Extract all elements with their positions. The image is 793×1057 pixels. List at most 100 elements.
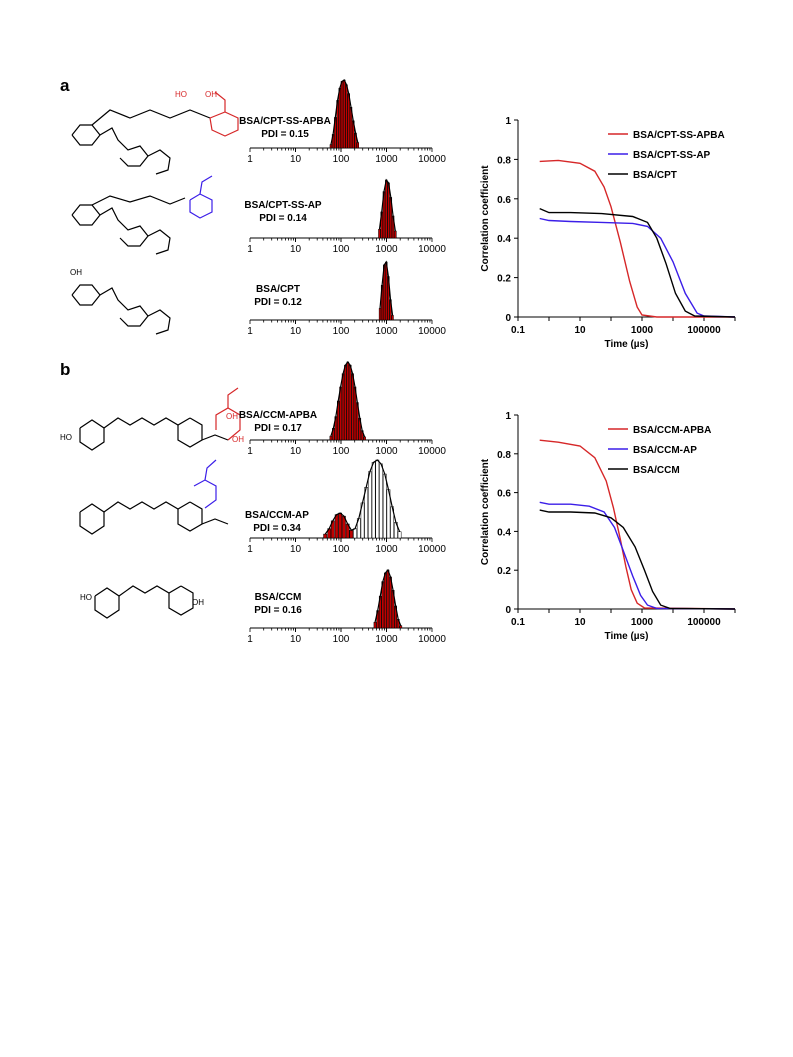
corr-x-tick-label: 0.1 [511, 325, 525, 336]
svg-text:OH: OH [232, 435, 244, 444]
hist-tick-label: 100 [333, 326, 350, 337]
hist-bar [399, 625, 403, 629]
hist-tick-label: 1 [247, 154, 253, 165]
svg-text:OH: OH [226, 412, 238, 421]
hist-pdi-label: PDI = 0.17 [254, 423, 302, 434]
hist-pdi-label: PDI = 0.12 [254, 297, 302, 308]
hist-name-label: BSA/CPT [256, 284, 300, 295]
corr-x-tick-label: 1000 [631, 617, 654, 628]
hist-bar [338, 87, 341, 149]
hist-envelope [324, 459, 401, 535]
hist-bar [348, 364, 352, 441]
hist-name-label: BSA/CCM [255, 592, 302, 603]
hist-bar [345, 84, 348, 149]
structure-ccm-ap [79, 459, 229, 535]
hist-bar [385, 261, 388, 321]
structure-cpt [71, 284, 171, 335]
hist-tick-label: 10000 [418, 154, 446, 165]
legend-label: BSA/CCM [633, 465, 680, 476]
corr-y-tick-label: 0.6 [497, 489, 511, 500]
hist-name-label: BSA/CCM-AP [245, 510, 309, 521]
hist-bar [343, 79, 346, 149]
corr-series-line [539, 159, 735, 318]
hist-tick-label: 10 [290, 446, 302, 457]
panel-label-b: b [60, 360, 71, 379]
corr-y-tick-label: 0 [505, 605, 511, 616]
hist-tick-label: 10 [290, 154, 302, 165]
corr-y-tick-label: 0.4 [497, 234, 511, 245]
hist-tick-label: 1000 [375, 634, 398, 645]
corr-y-axis-title: Correlation coefficient [480, 458, 491, 565]
corr-x-tick-label: 0.1 [511, 617, 525, 628]
hist-bar [338, 512, 343, 539]
hist-pdi-label: PDI = 0.34 [253, 523, 301, 534]
hist-bar [394, 230, 397, 239]
corr-series-line [539, 501, 736, 610]
hist-tick-label: 1000 [375, 544, 398, 555]
hist-tick-label: 10000 [418, 544, 446, 555]
legend-label: BSA/CPT [633, 170, 677, 181]
hist-bar [344, 364, 347, 441]
hist-bar [347, 93, 350, 149]
hist-bar [391, 315, 394, 321]
hist-tick-label: 100 [333, 154, 350, 165]
corr-y-tick-label: 0.4 [497, 527, 511, 538]
corr-x-tick-label: 100000 [687, 325, 721, 336]
corr-series-line [539, 217, 736, 318]
corr-y-tick-label: 0.2 [497, 274, 511, 285]
hist-bar [382, 473, 387, 539]
hist-bar [363, 436, 366, 441]
hist-tick-label: 100 [333, 446, 350, 457]
svg-text:OH: OH [205, 90, 217, 99]
hist-bar [368, 471, 372, 539]
svg-text:HO: HO [60, 433, 72, 442]
hist-bar [389, 576, 392, 629]
hist-tick-label: 1 [247, 544, 253, 555]
corr-x-axis-title: Time (µs) [605, 631, 649, 642]
hist-bar [397, 531, 402, 539]
hist-bar [379, 463, 383, 539]
hist-bar [385, 179, 388, 239]
svg-text:OH: OH [192, 598, 204, 607]
corr-y-tick-label: 0.6 [497, 195, 511, 206]
corr-y-tick-label: 1 [505, 411, 511, 422]
hist-pdi-label: PDI = 0.15 [261, 129, 309, 140]
hist-tick-label: 10000 [418, 326, 446, 337]
hist-envelope [330, 361, 366, 438]
corr-series-line [539, 439, 736, 610]
corr-series-line [539, 207, 736, 318]
hist-bar [364, 487, 369, 539]
legend-label: BSA/CCM-AP [633, 445, 697, 456]
hist-bar [387, 182, 390, 239]
corr-x-axis-title: Time (µs) [605, 339, 649, 350]
hist-bar [351, 373, 354, 441]
svg-text:OH: OH [70, 268, 82, 277]
hist-tick-label: 1 [247, 244, 253, 255]
hist-bar [353, 528, 357, 539]
hist-pdi-label: PDI = 0.16 [254, 605, 302, 616]
corr-y-tick-label: 0.8 [497, 450, 511, 461]
corr-y-tick-label: 1 [505, 116, 511, 127]
structure-ccm [94, 585, 194, 619]
hist-bar [341, 373, 345, 441]
hist-tick-label: 10 [290, 544, 302, 555]
legend-label: BSA/CCM-APBA [633, 425, 711, 436]
hist-bar [356, 142, 359, 149]
hist-bar [386, 569, 390, 629]
corr-series-line [539, 509, 736, 610]
hist-bar [329, 435, 333, 441]
hist-bar [375, 459, 380, 539]
hist-name-label: BSA/CPT-SS-AP [244, 200, 322, 211]
corr-y-tick-label: 0 [505, 313, 511, 324]
hist-tick-label: 100 [333, 244, 350, 255]
hist-bar [378, 229, 381, 239]
corr-y-tick-label: 0.2 [497, 566, 511, 577]
hist-bar [323, 533, 328, 539]
hist-name-label: BSA/CCM-APBA [239, 410, 317, 421]
hist-envelope [374, 568, 402, 626]
hist-envelope [330, 79, 359, 145]
hist-bar [378, 308, 382, 321]
panel-label-a: a [60, 76, 70, 95]
hist-bar [329, 144, 333, 149]
